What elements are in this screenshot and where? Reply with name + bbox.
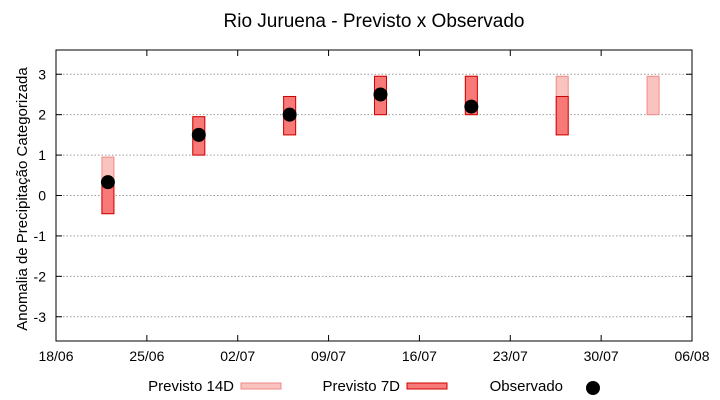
- point-observado: [282, 107, 297, 122]
- y-ticks: 3 2 1 0 -1 -2 -3: [34, 66, 692, 325]
- legend-label-observado: Observado: [490, 378, 563, 395]
- y-tick-label: -1: [34, 228, 47, 244]
- legend-marker-observado: [586, 381, 600, 395]
- points: [100, 87, 479, 190]
- y-tick-label: -2: [34, 268, 47, 284]
- point-observado: [100, 175, 115, 190]
- x-ticks: 18/06 25/06 02/07 09/07 16/07 23/07 30/07 06/08: [38, 50, 710, 364]
- legend-label-previsto-7d: Previsto 7D: [322, 378, 400, 395]
- y-tick-label: -3: [34, 309, 47, 325]
- x-tick-label: 25/06: [129, 348, 164, 364]
- point-observado: [464, 99, 479, 114]
- legend-swatch-previsto-14d: [240, 382, 282, 390]
- x-tick-label: 02/07: [220, 348, 255, 364]
- chart-title: Rio Juruena - Previsto x Observado: [224, 11, 525, 32]
- bar-previsto-7d: [555, 95, 569, 136]
- y-tick-label: 2: [38, 107, 46, 123]
- point-observado: [191, 127, 206, 142]
- legend-swatch-previsto-7d: [406, 382, 448, 390]
- x-tick-label: 16/07: [402, 348, 437, 364]
- grid-lines: [56, 73, 692, 318]
- bars: [101, 75, 660, 215]
- x-tick-label: 09/07: [311, 348, 346, 364]
- legend: Previsto 14D Previsto 7D Observado: [148, 378, 600, 395]
- x-tick-label: 18/06: [38, 348, 73, 364]
- y-tick-label: 1: [38, 147, 46, 163]
- x-tick-label: 30/07: [584, 348, 619, 364]
- legend-label-previsto-14d: Previsto 14D: [148, 378, 234, 395]
- bar-previsto-14d: [646, 75, 660, 116]
- x-tick-label: 06/08: [674, 348, 709, 364]
- point-observado: [373, 87, 388, 102]
- y-axis-label: Anomalia de Precipitação Categorizada: [14, 67, 31, 331]
- y-tick-label: 0: [38, 188, 46, 204]
- y-tick-label: 3: [38, 66, 46, 82]
- x-tick-label: 23/07: [493, 348, 528, 364]
